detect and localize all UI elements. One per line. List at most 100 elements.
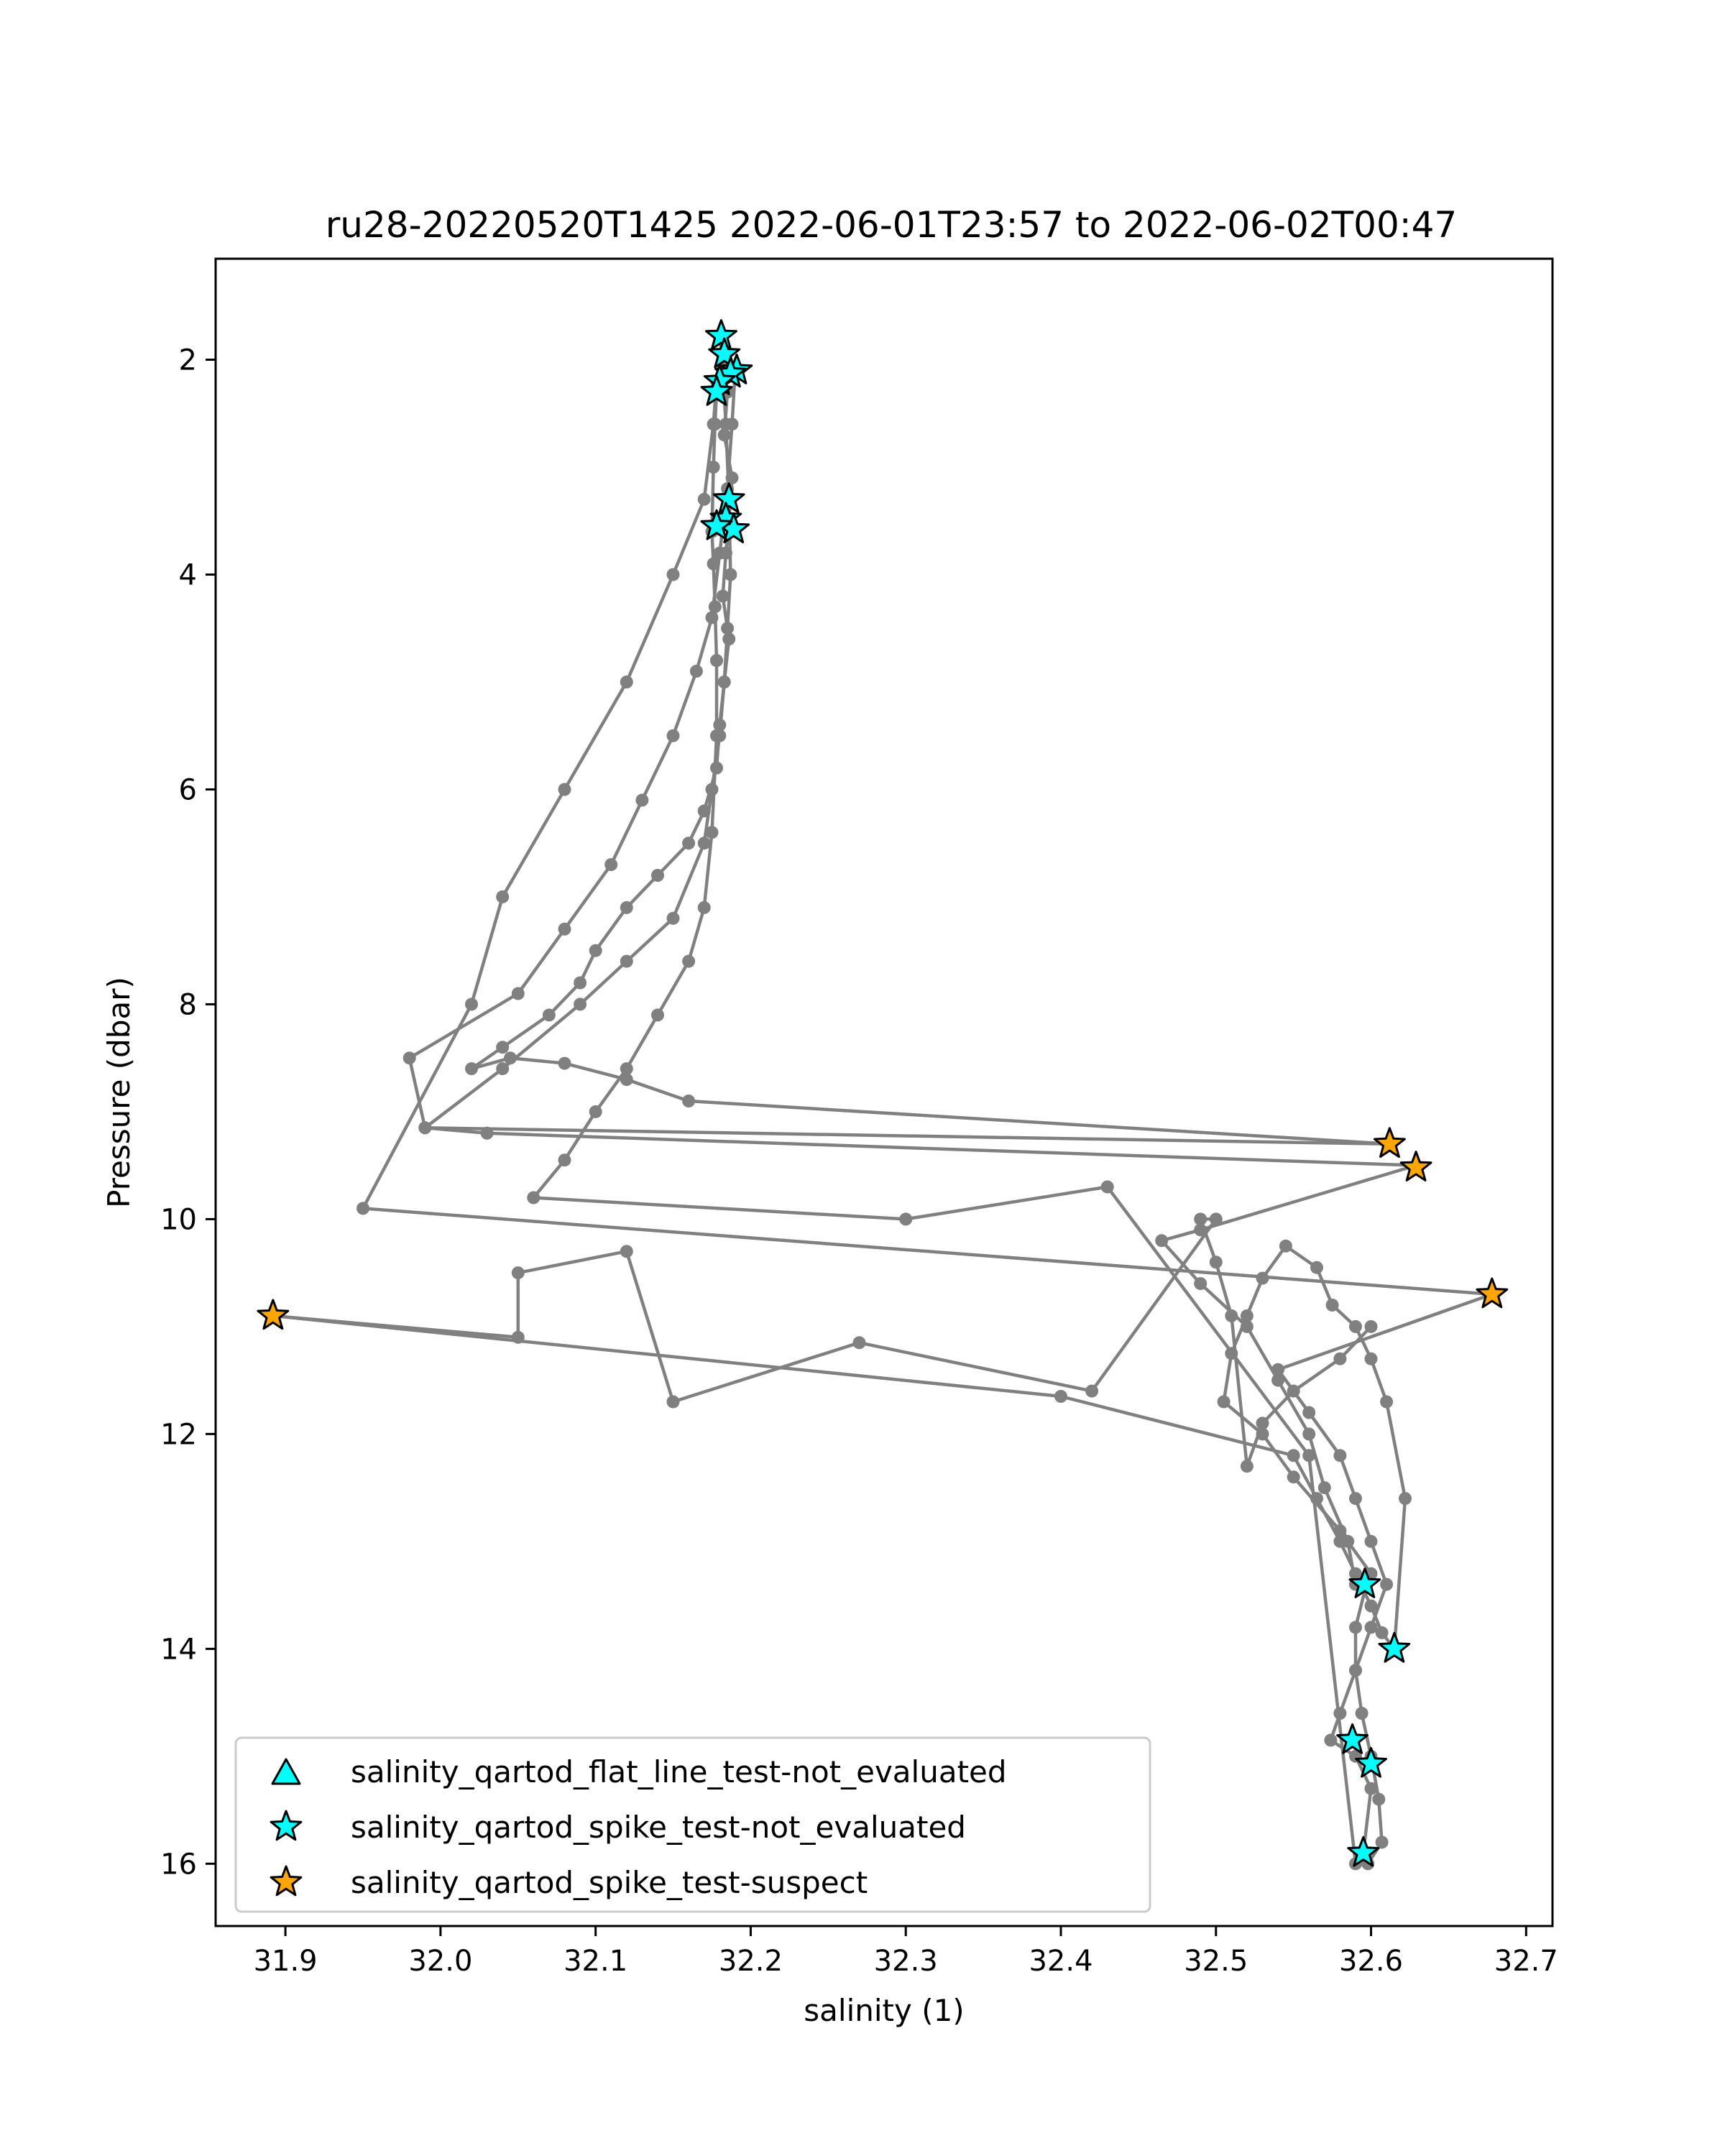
- data-point: [697, 837, 711, 850]
- data-point: [716, 589, 730, 603]
- profile-line-2: [408, 370, 1418, 1585]
- legend-star-icon: [270, 1865, 303, 1897]
- data-point: [620, 954, 633, 968]
- data-point: [1380, 1395, 1394, 1409]
- y-tick-label: 12: [160, 1418, 197, 1451]
- data-point: [852, 1336, 866, 1350]
- data-point: [589, 944, 602, 957]
- legend-label: salinity_qartod_spike_test-not_evaluated: [351, 1810, 966, 1845]
- data-point: [1287, 1470, 1300, 1484]
- plot-frame: [214, 257, 1554, 1927]
- data-point: [721, 622, 735, 635]
- data-point: [558, 1056, 571, 1070]
- data-point: [620, 676, 633, 688]
- data-point: [1271, 1373, 1285, 1387]
- data-point: [697, 900, 711, 914]
- x-tick-label: 32.2: [719, 1945, 783, 1978]
- data-point: [1333, 1707, 1347, 1720]
- data-point: [1333, 1449, 1347, 1462]
- data-point: [558, 1153, 571, 1167]
- y-tick-label: 10: [160, 1203, 197, 1236]
- y-tick-label: 8: [179, 988, 197, 1021]
- data-point: [418, 1121, 432, 1135]
- data-point: [402, 1051, 416, 1065]
- data-point: [620, 1062, 633, 1076]
- data-point: [1302, 1449, 1316, 1462]
- data-point: [724, 568, 737, 581]
- data-point: [480, 1126, 494, 1140]
- x-tick-label: 32.6: [1339, 1945, 1403, 1978]
- data-point: [1209, 1256, 1223, 1269]
- data-point: [1349, 1492, 1362, 1506]
- data-point: [1355, 1707, 1368, 1720]
- flag-marker-star: [1355, 1746, 1387, 1778]
- legend-label: salinity_qartod_flat_line_test-not_evalu…: [351, 1754, 1007, 1789]
- data-point: [1217, 1395, 1230, 1409]
- data-point: [1194, 1277, 1208, 1291]
- data-point: [1302, 1406, 1316, 1419]
- data-point: [604, 858, 618, 872]
- data-point: [1302, 1427, 1316, 1441]
- chart-title: ru28-20220520T1425 2022-06-01T23:57 to 2…: [326, 204, 1458, 246]
- data-point: [1100, 1180, 1114, 1194]
- x-tick-label: 32.0: [408, 1945, 472, 1978]
- data-point: [1380, 1577, 1394, 1591]
- data-point: [1225, 1309, 1238, 1322]
- data-point: [708, 600, 722, 614]
- data-point: [1317, 1481, 1331, 1495]
- x-tick-label: 32.3: [874, 1945, 938, 1978]
- data-point: [620, 1073, 633, 1087]
- y-axis: 2 4 6 8 10 12 14 16: [160, 344, 216, 1881]
- data-point: [511, 1266, 525, 1280]
- profile-line-1: [423, 370, 1390, 1146]
- flag-marker-star: [1347, 1835, 1380, 1867]
- data-point: [1225, 1347, 1238, 1360]
- data-point: [651, 1008, 664, 1022]
- data-point: [635, 793, 649, 807]
- flag-marker-star: [1476, 1277, 1509, 1309]
- data-point: [1155, 1234, 1169, 1248]
- data-point: [1287, 1449, 1300, 1462]
- data-point: [707, 461, 720, 474]
- data-point: [713, 546, 727, 560]
- data-point: [697, 492, 711, 506]
- data-point: [511, 1330, 525, 1344]
- data-point: [1372, 1792, 1386, 1806]
- profile-line-6: [271, 1217, 1396, 1650]
- profile-line-0: [469, 338, 1390, 1146]
- data-point: [1333, 1352, 1347, 1365]
- data-point: [1054, 1390, 1067, 1403]
- flag-marker-star: [1378, 1631, 1411, 1663]
- x-axis-label: salinity (1): [804, 1993, 964, 2028]
- data-point: [1287, 1384, 1300, 1398]
- data-point: [1364, 1599, 1378, 1613]
- data-point: [666, 1395, 680, 1409]
- data-point: [1240, 1309, 1254, 1322]
- data-point: [496, 1062, 510, 1076]
- data-point: [1256, 1416, 1269, 1430]
- data-point: [705, 783, 719, 796]
- profile-line-3: [532, 660, 1384, 1866]
- x-tick-label: 32.7: [1494, 1945, 1558, 1978]
- data-point: [527, 1191, 540, 1204]
- flag-marker-star: [712, 482, 745, 514]
- flag-marker-star: [257, 1299, 290, 1330]
- flag-marker-star: [1348, 1567, 1381, 1598]
- data-point: [465, 998, 478, 1011]
- profile-line-7: [1222, 1244, 1407, 1649]
- legend-triangle-icon: [271, 1758, 301, 1785]
- y-tick-label: 4: [179, 558, 197, 591]
- data-point: [682, 1095, 696, 1107]
- legend-star-icon: [270, 1810, 303, 1841]
- flag-marker-star: [1336, 1723, 1369, 1754]
- y-tick-label: 2: [179, 344, 197, 377]
- x-tick-label: 31.9: [254, 1945, 318, 1978]
- data-point: [1349, 1621, 1362, 1634]
- x-tick-label: 32.5: [1184, 1945, 1248, 1978]
- data-point: [710, 654, 723, 668]
- flag-marker-star: [700, 374, 733, 406]
- data-point: [707, 557, 720, 571]
- data-point: [1364, 1319, 1378, 1333]
- data-point: [620, 1245, 633, 1258]
- flag-marker-star: [1374, 1127, 1406, 1158]
